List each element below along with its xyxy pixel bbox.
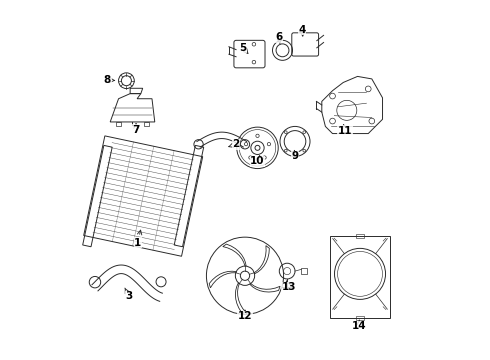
Text: 11: 11 xyxy=(338,125,352,136)
Text: 10: 10 xyxy=(250,156,265,166)
Bar xyxy=(330,236,391,318)
Text: 6: 6 xyxy=(276,32,283,43)
Text: 8: 8 xyxy=(104,75,115,85)
Bar xyxy=(356,234,364,238)
Text: 12: 12 xyxy=(238,310,252,321)
Text: 9: 9 xyxy=(292,150,298,161)
Text: 5: 5 xyxy=(240,43,248,54)
Text: 13: 13 xyxy=(281,281,296,292)
Bar xyxy=(144,122,148,126)
Text: 7: 7 xyxy=(132,124,140,135)
Text: 4: 4 xyxy=(298,25,306,36)
Bar xyxy=(301,268,307,274)
Text: 3: 3 xyxy=(125,288,132,301)
Text: 14: 14 xyxy=(352,320,367,332)
Bar xyxy=(117,122,121,126)
Bar xyxy=(356,316,364,320)
Text: 1: 1 xyxy=(134,230,142,248)
Text: 2: 2 xyxy=(229,139,240,149)
